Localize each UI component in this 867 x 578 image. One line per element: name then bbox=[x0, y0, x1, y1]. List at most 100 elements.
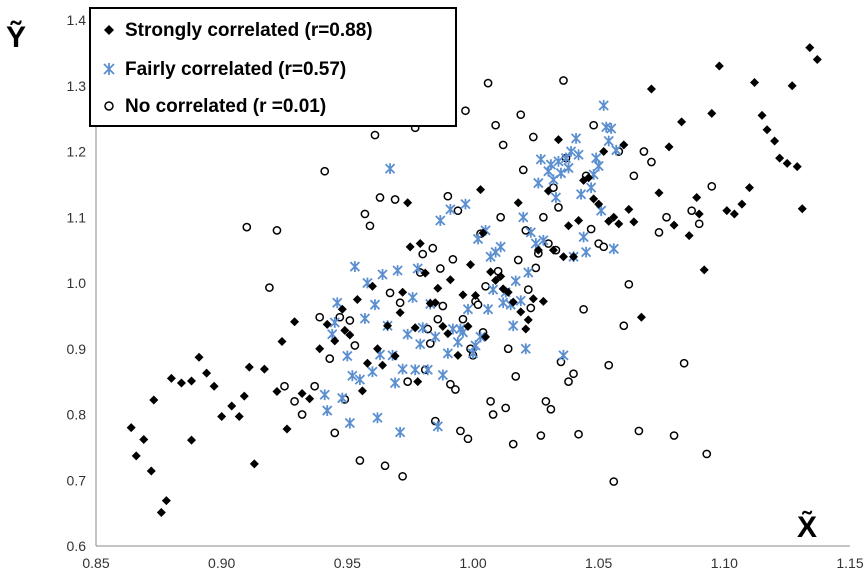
no-corr-point bbox=[481, 281, 490, 291]
no-corr-point bbox=[345, 316, 355, 325]
strong-corr-point bbox=[433, 283, 443, 293]
no-corr-point bbox=[435, 264, 445, 273]
no-corr-point bbox=[297, 410, 307, 419]
fair-corr-point bbox=[573, 149, 584, 161]
fair-corr-point bbox=[585, 182, 597, 194]
no-corr-point bbox=[679, 358, 689, 368]
strong-corr-point bbox=[543, 186, 553, 196]
no-corr-point bbox=[456, 426, 465, 436]
strong-corr-point bbox=[395, 308, 405, 318]
fair-corr-point bbox=[422, 364, 433, 376]
strong-corr-point bbox=[744, 183, 754, 193]
no-corr-point bbox=[395, 298, 405, 308]
no-corr-point bbox=[320, 166, 330, 176]
strong-corr-point bbox=[345, 330, 355, 340]
strong-corr-point bbox=[453, 350, 463, 360]
no-corr-point bbox=[619, 321, 629, 331]
y-tick-label: 1.4 bbox=[67, 12, 87, 28]
fair-corr-point bbox=[442, 347, 454, 359]
strong-corr-point bbox=[367, 281, 377, 291]
legend-label-fair: Fairly correlated (r=0.57) bbox=[125, 59, 346, 80]
strong-corr-point bbox=[513, 198, 523, 208]
strong-corr-point bbox=[362, 358, 372, 368]
legend-box bbox=[89, 7, 457, 127]
y-tick-label: 0.8 bbox=[67, 407, 87, 423]
fair-corr-point bbox=[611, 144, 622, 156]
strong-corr-point bbox=[244, 362, 254, 372]
strong-corr-point bbox=[259, 364, 269, 374]
no-corr-point bbox=[385, 288, 395, 298]
fair-corr-point bbox=[445, 203, 456, 215]
no-corr-point bbox=[609, 477, 619, 486]
no-corr-point bbox=[647, 157, 656, 167]
y-tick-label: 0.6 bbox=[67, 538, 87, 554]
no-corr-point bbox=[428, 243, 438, 253]
fair-corr-point bbox=[389, 377, 401, 389]
strong-corr-point bbox=[762, 125, 772, 135]
y-tick-label: 1.1 bbox=[67, 209, 87, 225]
fair-corr-point bbox=[392, 265, 403, 276]
no-corr-point bbox=[280, 381, 289, 391]
strong-corr-point bbox=[646, 84, 656, 94]
strong-corr-point bbox=[792, 162, 802, 172]
strong-corr-point bbox=[523, 315, 533, 325]
strong-corr-point bbox=[476, 185, 486, 195]
strong-corr-point bbox=[156, 507, 166, 517]
strong-corr-point bbox=[636, 312, 646, 322]
fair-corr-point bbox=[608, 243, 619, 255]
strong-corr-point bbox=[692, 193, 702, 203]
no-corr-point bbox=[461, 106, 470, 116]
y-tick-label: 0.9 bbox=[67, 341, 87, 357]
no-corr-point bbox=[654, 228, 664, 237]
no-corr-point bbox=[599, 242, 609, 252]
strong-corr-point bbox=[378, 360, 388, 370]
fair-corr-point bbox=[322, 405, 333, 416]
no-corr-point bbox=[511, 372, 521, 381]
no-corr-point bbox=[355, 456, 365, 465]
strong-corr-point bbox=[357, 386, 367, 396]
x-tick-label: 0.95 bbox=[334, 555, 361, 571]
no-corr-point bbox=[528, 132, 538, 142]
strong-corr-point bbox=[330, 336, 340, 346]
strong-corr-point bbox=[398, 287, 408, 297]
strong-corr-point bbox=[722, 206, 732, 216]
y-tick-label: 0.7 bbox=[67, 472, 87, 488]
strong-corr-point bbox=[272, 386, 282, 396]
strong-corr-point bbox=[420, 268, 430, 278]
fair-corr-point bbox=[510, 275, 521, 287]
fair-corr-point bbox=[337, 392, 348, 404]
strong-corr-point bbox=[405, 242, 415, 252]
fair-corr-point bbox=[565, 146, 577, 157]
no-corr-point bbox=[390, 195, 400, 204]
fair-corr-point bbox=[359, 313, 371, 324]
no-corr-point bbox=[486, 397, 495, 406]
strong-corr-point bbox=[413, 377, 423, 387]
strong-corr-point bbox=[770, 136, 780, 146]
no-corr-point bbox=[350, 341, 360, 350]
y-tick-labels: 0.6 0.7 0.8 0.9 1.0 1.1 1.2 1.3 1.4 bbox=[67, 12, 87, 554]
fair-corr-point bbox=[384, 163, 396, 174]
fair-corr-point bbox=[415, 338, 426, 350]
strong-corr-point bbox=[194, 352, 204, 362]
y-tick-label: 1.2 bbox=[67, 144, 87, 160]
no-corr-point bbox=[564, 377, 573, 386]
fair-corr-point bbox=[555, 167, 567, 179]
no-corr-point bbox=[483, 78, 493, 88]
strong-corr-point bbox=[415, 239, 425, 249]
fair-corr-point bbox=[520, 343, 531, 355]
fair-corr-point bbox=[410, 364, 421, 376]
strong-corr-point bbox=[564, 221, 574, 231]
fair-corr-point bbox=[603, 135, 614, 147]
no-corr-point bbox=[498, 140, 508, 150]
strong-corr-point bbox=[684, 231, 694, 241]
no-corr-point bbox=[496, 212, 505, 222]
no-corr-point bbox=[523, 285, 533, 294]
fair-corr-point bbox=[452, 336, 464, 348]
fair-corr-point bbox=[329, 317, 340, 328]
strong-corr-point bbox=[749, 77, 759, 87]
no-corr-point bbox=[488, 410, 498, 419]
no-corr-point bbox=[491, 120, 500, 130]
fair-corr-point bbox=[394, 426, 406, 438]
strong-corr-point bbox=[797, 204, 807, 214]
no-corr-point bbox=[448, 254, 458, 264]
